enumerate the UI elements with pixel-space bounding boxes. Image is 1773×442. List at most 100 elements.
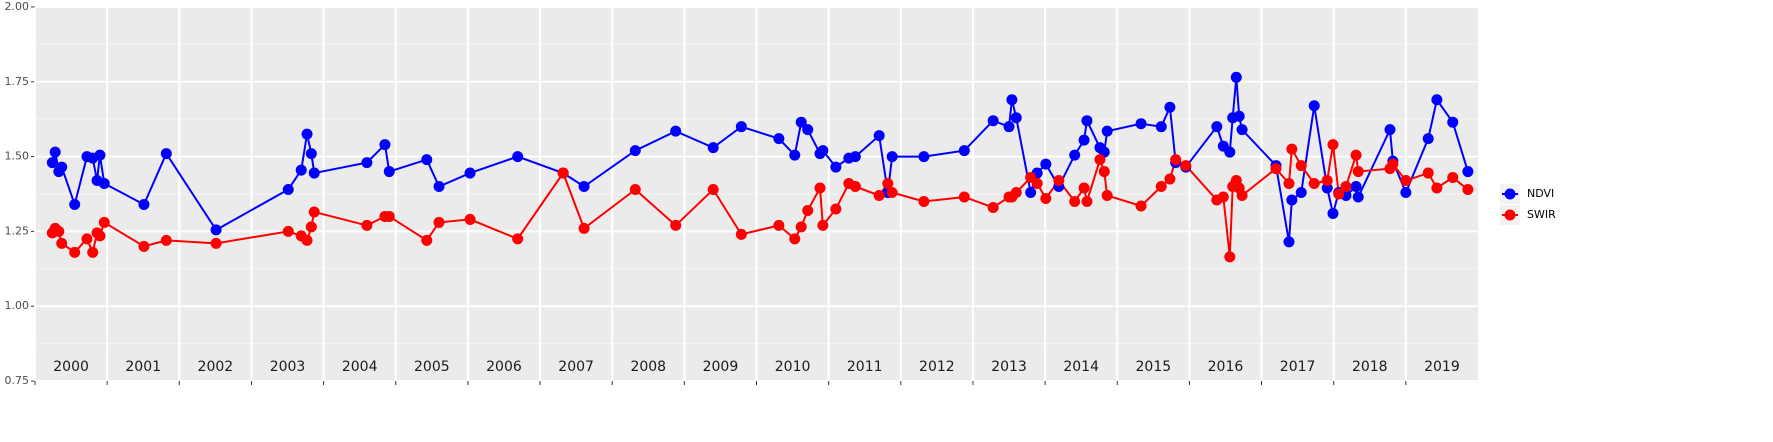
point: [670, 125, 682, 137]
point: [81, 233, 93, 245]
y-tick-label: 1.50: [5, 150, 30, 163]
point: [1387, 158, 1399, 170]
point: [1053, 175, 1065, 187]
point: [557, 167, 569, 179]
y-tick-label: 1.75: [5, 75, 30, 88]
point: [138, 198, 150, 210]
point: [873, 189, 885, 201]
point: [1295, 187, 1307, 199]
point: [707, 142, 719, 154]
point: [1031, 178, 1043, 190]
point: [56, 237, 68, 249]
point: [46, 157, 58, 169]
point: [282, 225, 294, 237]
point: [1010, 187, 1022, 199]
point: [849, 181, 861, 193]
point: [1135, 200, 1147, 212]
x-tick-label: 2000: [53, 359, 89, 375]
point: [1286, 143, 1298, 155]
point: [1333, 188, 1345, 200]
point: [379, 139, 391, 151]
x-tick-label: 2017: [1280, 359, 1316, 375]
point: [987, 115, 999, 127]
point: [1327, 207, 1339, 219]
point: [1040, 192, 1052, 204]
x-tick-label: 2011: [847, 359, 883, 375]
point: [1462, 166, 1474, 178]
point: [578, 181, 590, 193]
point: [987, 201, 999, 213]
point: [1081, 195, 1093, 207]
point: [1400, 175, 1412, 187]
x-tick-label: 2015: [1136, 359, 1172, 375]
point: [1236, 189, 1248, 201]
point: [1101, 125, 1113, 137]
point: [301, 234, 313, 246]
point: [1081, 115, 1093, 127]
point: [1010, 112, 1022, 124]
legend-label: NDVI: [1527, 187, 1554, 200]
point: [707, 184, 719, 196]
point: [817, 145, 829, 157]
point: [210, 224, 222, 236]
point: [383, 166, 395, 178]
point: [69, 246, 81, 258]
point: [433, 216, 445, 228]
point: [421, 234, 433, 246]
point: [830, 161, 842, 173]
point: [1447, 116, 1459, 128]
x-tick-label: 2007: [558, 359, 594, 375]
point: [1155, 121, 1167, 133]
point: [282, 184, 294, 196]
point: [160, 234, 172, 246]
point: [1283, 236, 1295, 248]
point: [1308, 100, 1320, 112]
point: [210, 237, 222, 249]
point: [789, 233, 801, 245]
point: [53, 225, 65, 237]
point: [1040, 158, 1052, 170]
point: [1422, 167, 1434, 179]
point: [1350, 149, 1362, 161]
point: [1006, 94, 1018, 106]
x-tick-label: 2014: [1063, 359, 1099, 375]
point: [629, 145, 641, 157]
point: [1003, 121, 1015, 133]
x-tick-label: 2019: [1424, 359, 1460, 375]
x-tick-label: 2003: [270, 359, 306, 375]
point: [421, 154, 433, 166]
point: [94, 230, 106, 242]
y-tick-label: 0.75: [5, 374, 30, 387]
point: [1101, 189, 1113, 201]
point: [1340, 181, 1352, 193]
point: [1236, 124, 1248, 136]
legend-marker: [1504, 209, 1516, 221]
point: [1069, 195, 1081, 207]
point: [918, 195, 930, 207]
point: [1224, 146, 1236, 158]
legend-marker: [1504, 188, 1516, 200]
x-tick-label: 2013: [991, 359, 1027, 375]
point: [1283, 178, 1295, 190]
point: [512, 233, 524, 245]
point: [670, 219, 682, 231]
x-tick-label: 2016: [1208, 359, 1244, 375]
point: [1078, 134, 1090, 146]
y-tick-label: 2.00: [5, 0, 30, 13]
point: [1069, 149, 1081, 161]
x-tick-label: 2001: [125, 359, 161, 375]
point: [1384, 124, 1396, 136]
point: [301, 128, 313, 140]
point: [1308, 178, 1320, 190]
point: [802, 204, 814, 216]
point: [1327, 139, 1339, 151]
point: [1295, 160, 1307, 172]
point: [87, 246, 99, 258]
point: [1230, 71, 1242, 83]
point: [69, 198, 81, 210]
point: [1155, 181, 1167, 193]
x-tick-label: 2006: [486, 359, 522, 375]
point: [383, 210, 395, 222]
point: [735, 121, 747, 133]
point: [817, 219, 829, 231]
